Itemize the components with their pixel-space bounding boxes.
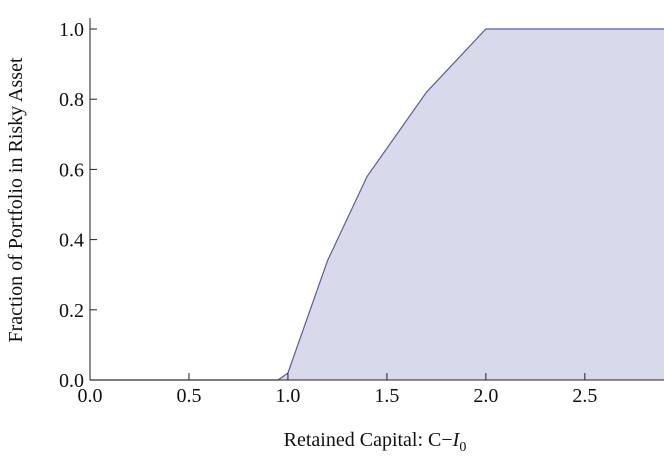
y-tick-label: 1.0 (59, 19, 84, 41)
x-axis-title: Retained Capital: C−I0 (284, 429, 467, 455)
y-tick-label: 0.4 (59, 230, 84, 252)
y-tick-label: 0.0 (59, 370, 84, 392)
x-axis-title-sub: 0 (459, 440, 466, 455)
y-tick-label: 0.2 (59, 300, 84, 322)
y-tick-label: 0.6 (59, 159, 84, 181)
area-fill (90, 29, 664, 380)
x-tick-label: 2.5 (572, 385, 597, 407)
y-tick-label: 0.8 (59, 89, 84, 111)
area-line (90, 28, 664, 381)
y-axis-title: Fraction of Portfolio in Risky Asset (5, 57, 27, 342)
x-axis-title-text: Retained Capital: C− (284, 429, 453, 451)
x-tick-label: 0.0 (78, 385, 103, 407)
x-tick-label: 0.5 (176, 385, 201, 407)
x-tick-label: 1.0 (275, 385, 300, 407)
x-tick-label: 1.5 (374, 385, 399, 407)
x-axis-title-var: I (452, 429, 461, 451)
x-tick-label: 2.0 (473, 385, 498, 407)
